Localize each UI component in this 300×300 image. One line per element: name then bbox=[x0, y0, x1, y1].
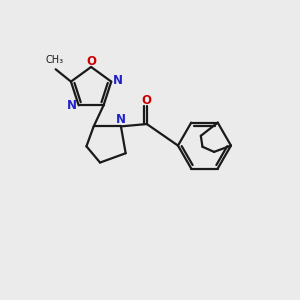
Text: N: N bbox=[67, 99, 77, 112]
Text: N: N bbox=[116, 113, 126, 126]
Text: CH₃: CH₃ bbox=[45, 55, 63, 65]
Text: N: N bbox=[113, 74, 123, 87]
Text: O: O bbox=[87, 55, 97, 68]
Text: O: O bbox=[142, 94, 152, 107]
